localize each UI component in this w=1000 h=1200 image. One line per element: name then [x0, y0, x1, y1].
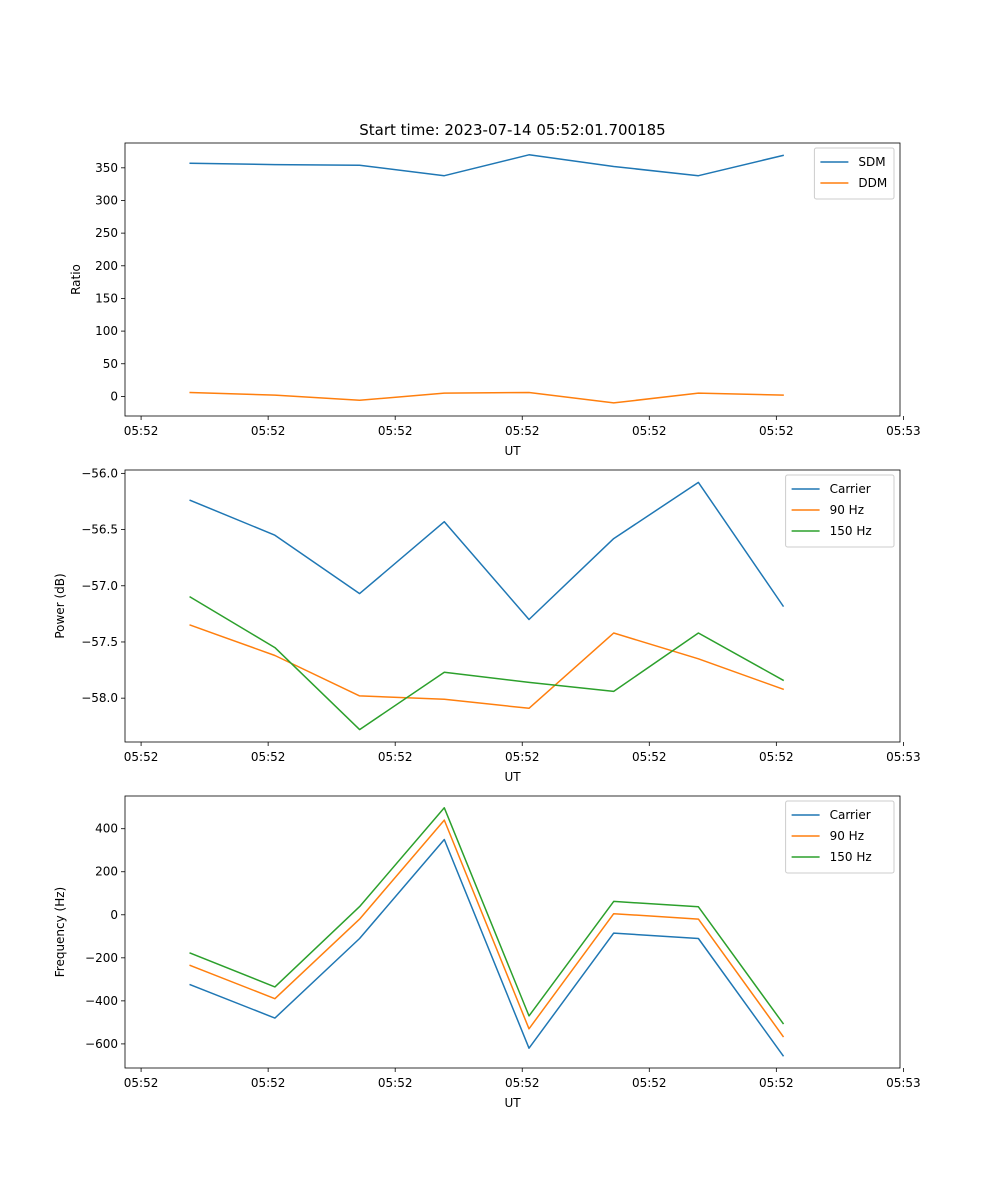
y-tick-label: 0	[110, 389, 118, 403]
x-tick-label: 05:52	[124, 1076, 159, 1090]
x-tick-label: 05:52	[251, 750, 286, 764]
series-line-ddm	[189, 391, 784, 404]
y-tick-label: 400	[95, 822, 118, 836]
series-line-90-hz	[189, 624, 785, 710]
legend-label: 90 Hz	[830, 829, 864, 843]
y-tick-label: 350	[95, 161, 118, 175]
chart-2: 05:52 05:52 05:52 05:52 05:52 05:52 05:53 −58.0…	[53, 466, 921, 784]
x-axis-label: UT	[504, 1096, 521, 1110]
x-tick-label: 05:52	[124, 750, 159, 764]
y-tick-label: 300	[95, 193, 118, 207]
y-tick-label: −57.5	[81, 635, 118, 649]
plot-area	[124, 142, 901, 417]
x-tick-label: 05:52	[505, 750, 540, 764]
y-tick-label: 0	[110, 908, 118, 922]
x-tick-label: 05:52	[632, 1076, 667, 1090]
y-tick-label: −57.0	[81, 579, 118, 593]
legend-label: 150 Hz	[830, 850, 872, 864]
y-tick-label: −200	[85, 951, 118, 965]
series-line-90-hz	[189, 819, 785, 1038]
legend-frame	[785, 474, 895, 548]
y-axis-label: Ratio	[69, 264, 83, 295]
x-tick-label: 05:52	[505, 1076, 540, 1090]
legend-frame	[813, 147, 895, 200]
legend: Carrier 90 Hz 150 Hz	[785, 800, 895, 874]
x-tick-label: 05:52	[251, 1076, 286, 1090]
series-line-150-hz	[189, 807, 785, 1025]
legend: Carrier 90 Hz 150 Hz	[785, 474, 895, 548]
y-tick-label: 100	[95, 324, 118, 338]
x-tick-label: 05:52	[251, 424, 286, 438]
x-axis-label: UT	[504, 770, 521, 784]
legend-label: Carrier	[830, 808, 871, 822]
y-tick-label: 200	[95, 259, 118, 273]
legend: SDM DDM	[813, 147, 895, 200]
y-tick-label: 50	[103, 357, 118, 371]
y-axis-label: Frequency (Hz)	[53, 887, 67, 978]
y-tick-label: −58.0	[81, 691, 118, 705]
chart-title: Start time: 2023-07-14 05:52:01.700185	[359, 121, 665, 139]
legend-label: SDM	[858, 155, 885, 169]
y-tick-label: 250	[95, 226, 118, 240]
y-tick-label: −600	[85, 1037, 118, 1051]
x-tick-label: 05:52	[378, 424, 413, 438]
plot-area	[124, 795, 901, 1069]
x-tick-label: 05:52	[124, 424, 159, 438]
legend-label: Carrier	[830, 482, 871, 496]
chart-1: Start time: 2023-07-14 05:52:01.70018505…	[69, 121, 921, 458]
x-tick-label: 05:52	[759, 1076, 794, 1090]
x-tick-label: 05:52	[378, 1076, 413, 1090]
x-tick-label: 05:52	[632, 750, 667, 764]
y-tick-label: −56.5	[81, 523, 118, 537]
chart-3: 05:52 05:52 05:52 05:52 05:52 05:52 05:53 −600 −…	[53, 795, 921, 1110]
series-line-carrier	[189, 838, 785, 1057]
y-tick-label: −56.0	[81, 466, 118, 480]
x-tick-label: 05:52	[759, 750, 794, 764]
y-tick-label: 150	[95, 291, 118, 305]
legend-label: 90 Hz	[830, 503, 864, 517]
legend-label: DDM	[858, 176, 887, 190]
x-axis-label: UT	[504, 444, 521, 458]
legend-frame	[785, 800, 895, 874]
x-tick-label: 05:53	[886, 1076, 921, 1090]
legend-label: 150 Hz	[830, 524, 872, 538]
x-tick-label: 05:53	[886, 750, 921, 764]
series-line-sdm	[189, 154, 785, 177]
x-tick-label: 05:52	[505, 424, 540, 438]
x-tick-label: 05:53	[886, 424, 921, 438]
series-line-150-hz	[189, 595, 785, 731]
x-tick-label: 05:52	[632, 424, 667, 438]
x-tick-label: 05:52	[759, 424, 794, 438]
plot-area	[124, 469, 901, 743]
y-tick-label: 200	[95, 865, 118, 879]
series-line-carrier	[189, 481, 785, 621]
y-tick-label: −400	[85, 994, 118, 1008]
y-axis-label: Power (dB)	[53, 573, 67, 638]
x-tick-label: 05:52	[378, 750, 413, 764]
